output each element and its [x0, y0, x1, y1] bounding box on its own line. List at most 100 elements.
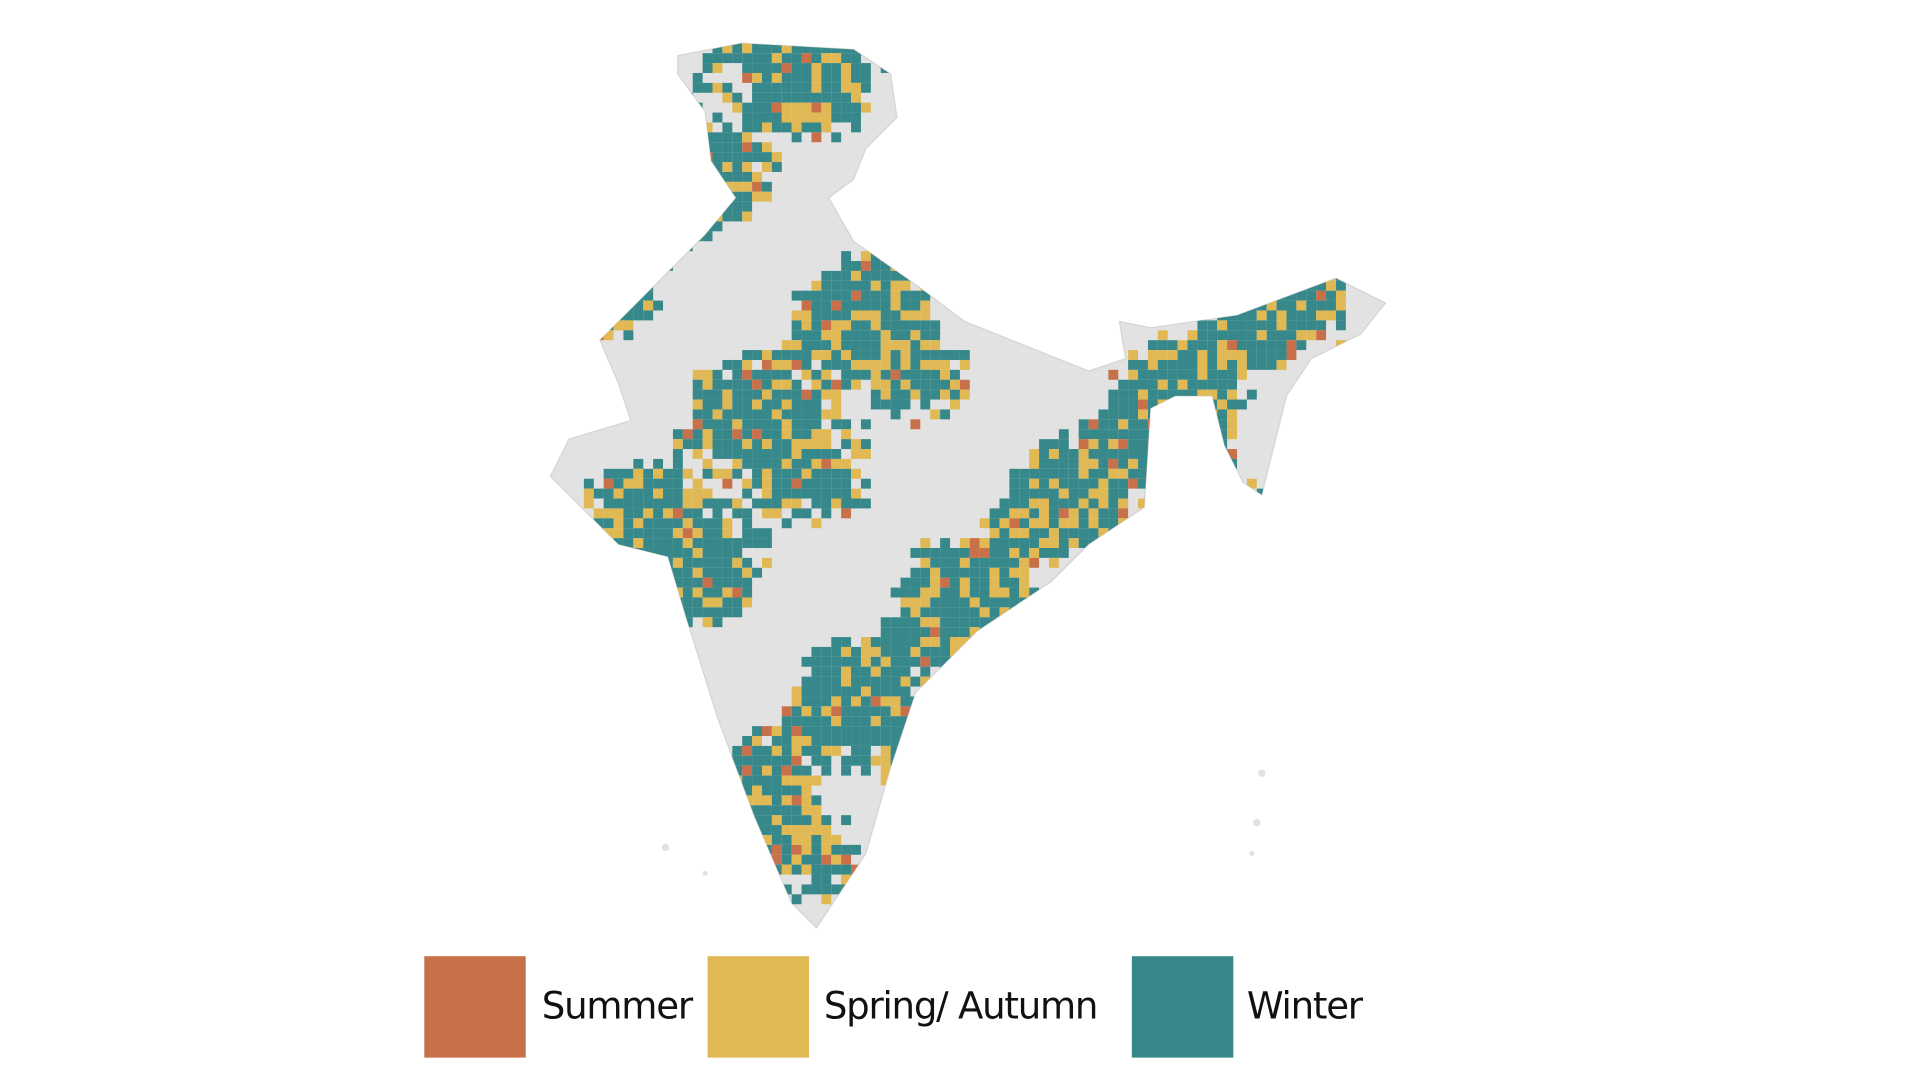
season-cell	[702, 53, 713, 64]
season-cell	[564, 607, 574, 618]
season-cell	[860, 330, 871, 341]
season-cell	[821, 112, 832, 123]
season-cell	[811, 439, 822, 450]
season-cell	[1237, 53, 1247, 64]
season-cell	[1128, 439, 1139, 450]
season-cell	[890, 656, 901, 667]
season-cell	[1187, 43, 1198, 54]
season-cell	[999, 914, 1010, 925]
season-cell	[653, 241, 664, 252]
season-cell	[742, 191, 753, 202]
season-cell	[633, 508, 644, 519]
season-cell	[841, 765, 852, 776]
season-cell	[1009, 904, 1020, 915]
season-cell	[920, 162, 931, 172]
season-cell	[910, 745, 921, 756]
season-cell	[851, 755, 861, 766]
season-cell	[693, 934, 703, 944]
season-cell	[1147, 201, 1158, 212]
season-cell	[583, 280, 594, 291]
season-cell	[900, 597, 911, 608]
season-cell	[732, 795, 743, 806]
season-cell	[613, 617, 624, 628]
season-cell	[880, 53, 891, 64]
season-cell	[1187, 53, 1198, 64]
season-cell	[969, 201, 980, 212]
season-cell	[880, 775, 891, 786]
season-cell	[950, 241, 960, 252]
season-cell	[1138, 429, 1148, 440]
season-cell	[781, 112, 792, 123]
season-cell	[653, 122, 664, 133]
season-cell	[1197, 389, 1208, 400]
season-cell	[1039, 449, 1049, 459]
season-cell	[1296, 696, 1307, 707]
season-cell	[791, 310, 802, 321]
season-cell	[1009, 528, 1020, 539]
season-cell	[1009, 102, 1020, 113]
season-cell	[1187, 181, 1198, 192]
season-cell	[1237, 775, 1247, 786]
season-cell	[831, 72, 842, 83]
season-cell	[712, 825, 723, 835]
season-cell	[1068, 261, 1079, 271]
season-cell	[1058, 261, 1069, 271]
season-cell	[1078, 112, 1089, 123]
season-cell	[1048, 112, 1059, 123]
season-cell	[1237, 745, 1247, 756]
season-cell	[623, 261, 634, 271]
season-cell	[732, 389, 743, 400]
season-cell	[633, 478, 644, 489]
season-cell	[1227, 666, 1237, 677]
season-cell	[564, 270, 574, 281]
season-cell	[643, 538, 654, 548]
season-cell	[564, 646, 574, 657]
season-cell	[653, 587, 664, 598]
season-cell	[1048, 270, 1059, 281]
season-cell	[801, 82, 812, 93]
season-cell	[1019, 666, 1030, 677]
season-cell	[1048, 557, 1059, 568]
season-cell	[613, 142, 624, 153]
season-cell	[1256, 350, 1267, 360]
season-cell	[860, 439, 871, 450]
season-cell	[692, 765, 703, 776]
season-cell	[1039, 508, 1049, 519]
season-cell	[1296, 310, 1307, 321]
season-cell	[1335, 587, 1346, 598]
season-cell	[1256, 320, 1267, 331]
season-cell	[1019, 864, 1030, 875]
season-cell	[791, 82, 802, 93]
season-cell	[1266, 864, 1277, 875]
season-cell	[1147, 53, 1158, 64]
season-cell	[1068, 142, 1079, 153]
season-cell	[1355, 627, 1366, 638]
season-cell	[1326, 627, 1336, 638]
season-cell	[930, 251, 941, 262]
season-cell	[633, 261, 644, 271]
season-cell	[732, 785, 743, 796]
season-cell	[1217, 765, 1228, 776]
season-cell	[752, 142, 762, 153]
season-cell	[1227, 449, 1237, 459]
season-cell	[940, 409, 951, 420]
season-cell	[791, 726, 802, 737]
season-cell	[1147, 775, 1158, 786]
season-cell	[801, 72, 812, 83]
season-cell	[752, 72, 762, 83]
season-cell	[643, 914, 654, 925]
season-cell	[550, 270, 555, 281]
season-cell	[1207, 320, 1218, 331]
season-cell	[1048, 904, 1059, 915]
season-cell	[940, 201, 951, 212]
season-cell	[910, 359, 921, 370]
season-cell	[722, 795, 733, 806]
season-cell	[712, 745, 723, 756]
season-cell	[1138, 834, 1148, 845]
season-cell	[593, 330, 604, 341]
season-cell	[969, 152, 980, 163]
season-cell	[1197, 340, 1208, 351]
season-cell	[1068, 538, 1079, 548]
season-cell	[732, 201, 743, 212]
season-cell	[1385, 924, 1386, 928]
